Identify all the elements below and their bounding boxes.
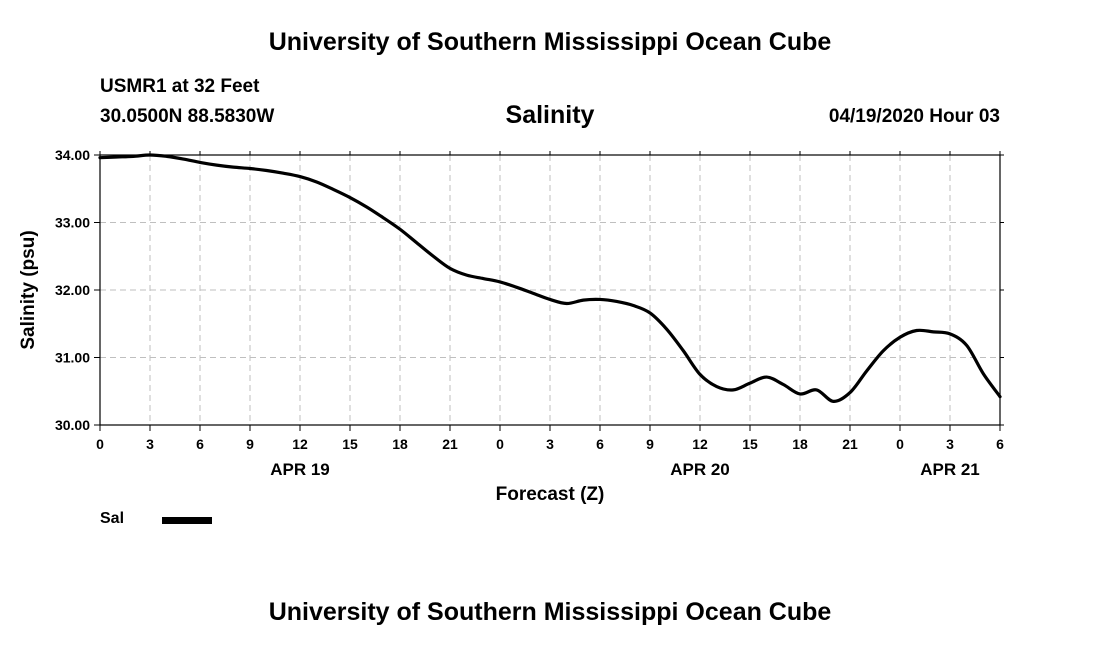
x-tick-label: 9 <box>646 436 654 452</box>
y-tick-label: 34.00 <box>55 147 90 163</box>
legend-swatch <box>162 517 212 524</box>
x-tick-label: 3 <box>146 436 154 452</box>
station-label: USMR1 at 32 Feet <box>100 76 260 97</box>
x-tick-label: 6 <box>996 436 1004 452</box>
series-layer <box>98 153 1002 403</box>
x-tick-label: 9 <box>246 436 254 452</box>
date-label: APR 19 <box>270 460 330 479</box>
forecast-datetime: 04/19/2020 Hour 03 <box>828 106 1000 127</box>
chart-title: Salinity <box>505 101 595 129</box>
y-tick-label: 32.00 <box>55 282 90 298</box>
x-tick-label: 12 <box>692 436 708 452</box>
top-title: University of Southern Mississippi Ocean… <box>268 28 832 56</box>
date-label: APR 20 <box>670 460 730 479</box>
x-tick-label: 0 <box>896 436 904 452</box>
axis-ticks <box>94 151 1004 431</box>
x-tick-label: 18 <box>792 436 808 452</box>
y-axis-label: Salinity (psu) <box>18 230 39 349</box>
x-tick-label: 21 <box>842 436 858 452</box>
y-tick-label: 31.00 <box>55 350 90 366</box>
axis-labels: 0 3 6 9 12 15 18 21 0 3 6 9 12 15 18 21 0 3 6 30.00 31.00 32.… <box>18 147 1004 505</box>
x-tick-label: 15 <box>342 436 358 452</box>
x-tick-label: 6 <box>596 436 604 452</box>
x-tick-label: 12 <box>292 436 308 452</box>
y-tick-label: 33.00 <box>55 215 90 231</box>
x-tick-label: 0 <box>496 436 504 452</box>
grid-lines <box>100 155 1000 425</box>
coordinates-label: 30.0500N 88.5830W <box>100 106 275 127</box>
x-tick-label: 21 <box>442 436 458 452</box>
x-tick-label: 0 <box>96 436 104 452</box>
legend-label: Sal <box>100 510 125 527</box>
y-tick-label: 30.00 <box>55 417 90 433</box>
bottom-title: University of Southern Mississippi Ocean… <box>268 598 832 626</box>
x-tick-label: 3 <box>546 436 554 452</box>
x-tick-label: 6 <box>196 436 204 452</box>
x-axis-label: Forecast (Z) <box>496 484 605 505</box>
date-label: APR 21 <box>920 460 980 479</box>
x-tick-label: 3 <box>946 436 954 452</box>
series-line-sal <box>98 153 1002 403</box>
x-tick-label: 15 <box>742 436 758 452</box>
x-tick-label: 18 <box>392 436 408 452</box>
